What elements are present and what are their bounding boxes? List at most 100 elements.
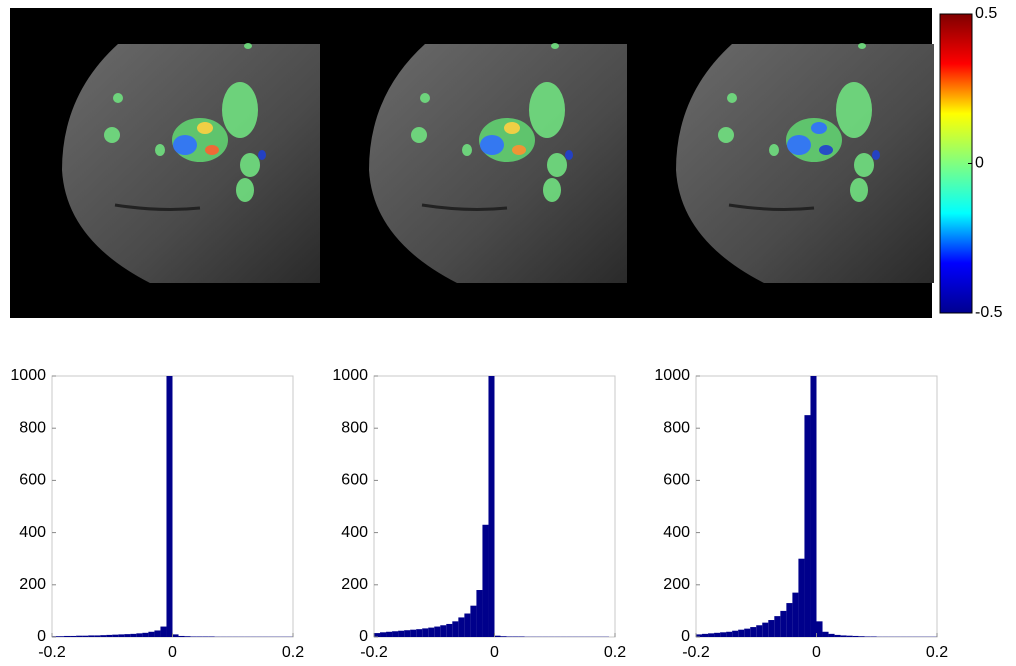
bar bbox=[70, 635, 77, 637]
x-tick-label: -0.2 bbox=[38, 644, 66, 661]
bar bbox=[864, 636, 871, 637]
bar bbox=[130, 633, 137, 637]
bar bbox=[380, 632, 387, 637]
bar bbox=[166, 376, 173, 637]
overlay-blob bbox=[543, 178, 561, 202]
bar bbox=[780, 610, 787, 637]
overlay-blob bbox=[420, 93, 430, 103]
bar bbox=[160, 626, 167, 637]
bar bbox=[476, 590, 483, 637]
bar bbox=[732, 630, 739, 637]
bar bbox=[482, 524, 489, 637]
bar bbox=[702, 633, 709, 637]
bar bbox=[726, 631, 733, 637]
bar bbox=[858, 636, 865, 637]
overlay-blob bbox=[173, 135, 197, 155]
tissue-fold bbox=[421, 203, 508, 211]
overlay-blob bbox=[854, 153, 874, 177]
overlay-blob bbox=[836, 82, 872, 138]
y-tick-label: 200 bbox=[341, 576, 368, 593]
y-tick-label: 1000 bbox=[654, 367, 690, 384]
bar bbox=[738, 629, 745, 637]
overlay-blob bbox=[787, 135, 811, 155]
bar bbox=[428, 627, 435, 637]
bar bbox=[804, 415, 811, 637]
x-tick-label: 0.2 bbox=[282, 644, 304, 661]
overlay-blob bbox=[547, 153, 567, 177]
overlay-blob bbox=[411, 127, 427, 143]
bar bbox=[828, 633, 835, 637]
bar bbox=[822, 631, 829, 637]
bar bbox=[446, 623, 453, 637]
overlay-blob bbox=[858, 43, 866, 49]
bar bbox=[452, 621, 459, 637]
bar bbox=[106, 634, 113, 637]
bar bbox=[118, 634, 125, 637]
tissue-fold bbox=[114, 203, 201, 211]
x-tick-label: 0 bbox=[490, 644, 499, 661]
y-tick-label: 600 bbox=[341, 472, 368, 489]
y-tick-label: 1000 bbox=[10, 367, 46, 384]
y-tick-label: 400 bbox=[19, 524, 46, 541]
bar bbox=[870, 636, 877, 637]
bar bbox=[88, 635, 95, 637]
bar bbox=[786, 603, 793, 637]
mri-slice bbox=[369, 43, 627, 283]
bar bbox=[398, 630, 405, 637]
breast-tissue bbox=[369, 44, 627, 283]
y-tick-label: 600 bbox=[19, 472, 46, 489]
overlay-blob bbox=[529, 82, 565, 138]
breast-tissue bbox=[62, 44, 320, 283]
y-tick-label: 400 bbox=[341, 524, 368, 541]
y-tick-label: 200 bbox=[663, 576, 690, 593]
y-tick-label: 800 bbox=[663, 419, 690, 436]
bar bbox=[94, 635, 101, 637]
overlay-blob bbox=[850, 178, 868, 202]
overlay-blob bbox=[104, 127, 120, 143]
bar bbox=[488, 376, 495, 637]
bar bbox=[148, 631, 155, 637]
bar bbox=[422, 628, 429, 637]
overlay-blob bbox=[462, 144, 472, 156]
y-tick-label: 0 bbox=[681, 628, 690, 645]
bar bbox=[392, 631, 399, 637]
bar bbox=[434, 626, 441, 637]
bar bbox=[512, 636, 519, 637]
bar bbox=[82, 635, 89, 637]
bar bbox=[112, 634, 119, 637]
y-tick-label: 600 bbox=[663, 472, 690, 489]
bar bbox=[714, 632, 721, 637]
bar bbox=[100, 635, 107, 637]
overlay-blob bbox=[819, 145, 833, 155]
bar bbox=[834, 634, 841, 637]
overlay-blob bbox=[769, 144, 779, 156]
breast-tissue bbox=[676, 44, 934, 283]
mri-slice bbox=[676, 43, 934, 283]
bar bbox=[374, 633, 381, 637]
overlay-blob bbox=[244, 43, 252, 49]
bar bbox=[840, 635, 847, 637]
bar bbox=[816, 621, 823, 637]
overlay-blob bbox=[205, 145, 219, 155]
colorbar bbox=[939, 13, 973, 314]
x-tick-label: -0.2 bbox=[682, 644, 710, 661]
bar bbox=[792, 592, 799, 637]
bar bbox=[500, 636, 507, 637]
bar bbox=[172, 634, 179, 637]
y-tick-label: 800 bbox=[19, 419, 46, 436]
bar bbox=[386, 631, 393, 637]
x-tick-label: 0.2 bbox=[604, 644, 626, 661]
bar bbox=[810, 376, 817, 637]
bar bbox=[768, 620, 775, 637]
overlay-blob bbox=[727, 93, 737, 103]
bar bbox=[744, 628, 751, 637]
bar bbox=[76, 635, 83, 637]
bar bbox=[196, 636, 203, 637]
overlay-blob bbox=[565, 150, 573, 160]
bar bbox=[416, 629, 423, 637]
y-tick-label: 800 bbox=[341, 419, 368, 436]
bar bbox=[464, 613, 471, 637]
y-tick-label: 400 bbox=[663, 524, 690, 541]
